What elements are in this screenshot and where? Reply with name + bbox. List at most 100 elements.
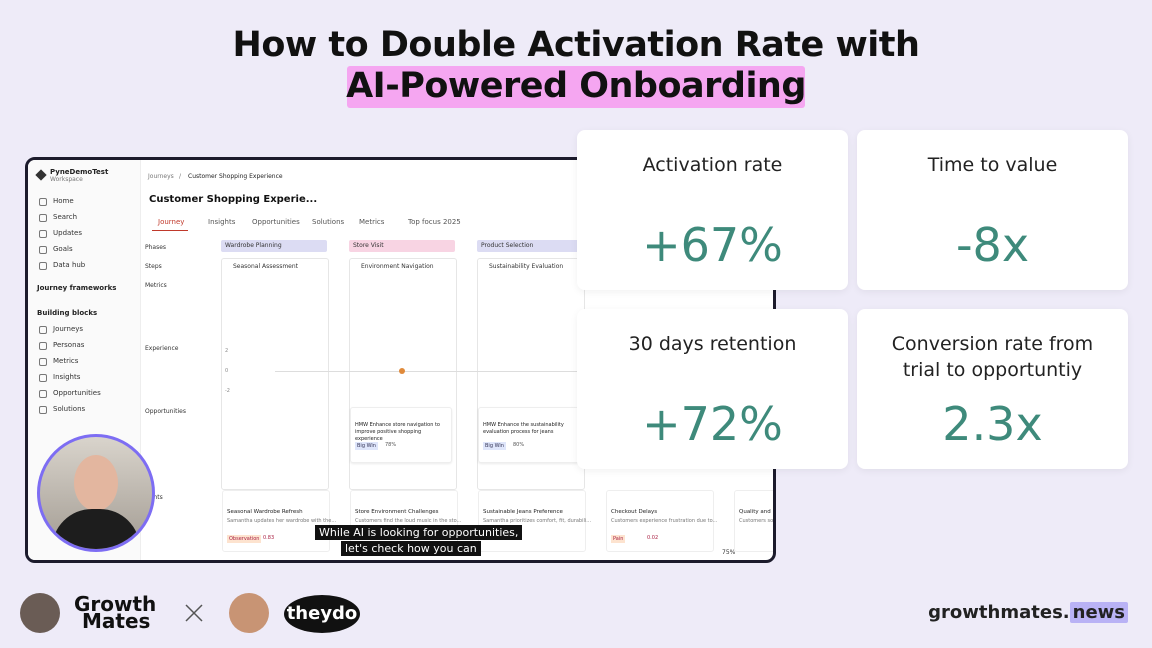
insight-text: Customers find the loud music in the sto…	[355, 518, 462, 524]
site-text: growthmates.	[928, 602, 1070, 623]
tab: Top focus 2025	[408, 218, 461, 226]
nav-item: Solutions	[53, 405, 86, 413]
nav-icon	[39, 390, 47, 398]
stat-card: Time to value -8x	[857, 130, 1128, 290]
tab: Opportunities	[252, 218, 300, 226]
stat-label: 30 days retention	[628, 333, 797, 355]
insight-card: Sustainable Jeans Preference Samantha pri…	[478, 490, 591, 552]
phase: Store Visit	[349, 240, 455, 252]
tab: Insights	[208, 218, 236, 226]
stat-value: 2.3x	[942, 397, 1043, 451]
opportunity-text: HMW Enhance store navigation to improve …	[355, 422, 440, 442]
nav-item: Journeys	[53, 325, 84, 333]
experience-line	[275, 371, 585, 372]
section-heading: Journey frameworks	[37, 284, 117, 292]
row-label: ights	[148, 494, 163, 501]
stat-label: Conversion rate from trial to opportunti…	[891, 333, 1094, 381]
times-icon	[185, 604, 203, 622]
face	[74, 455, 118, 511]
nav-item: Updates	[53, 229, 82, 237]
site-highlight: news	[1069, 602, 1128, 623]
axis-label: 0	[225, 368, 229, 374]
nav-item: Metrics	[53, 357, 79, 365]
tag: Big Win	[355, 442, 378, 450]
insight-card: Quality and D... Customers sou...	[734, 490, 773, 552]
stat-value: -8x	[955, 218, 1030, 272]
axis-label: 2	[225, 348, 229, 354]
stat-card: Activation rate +67%	[577, 130, 848, 290]
video-avatar	[37, 434, 155, 552]
partner-logo: theydo	[284, 595, 360, 633]
nav-item: Opportunities	[53, 389, 101, 397]
step-box	[349, 258, 457, 490]
page-title: Customer Shopping Experie...	[149, 194, 318, 205]
site: growthmates. news	[928, 602, 1128, 623]
axis-label: -2	[225, 388, 230, 394]
tab: Metrics	[359, 218, 385, 226]
step: Seasonal Assessment	[233, 263, 299, 270]
nav-item: Goals	[53, 245, 73, 253]
score: 0.02	[647, 535, 659, 541]
tab: Solutions	[312, 218, 345, 226]
stat-label: Activation rate	[642, 154, 783, 176]
breadcrumb: Journeys	[148, 173, 174, 180]
workspace-icon	[35, 169, 47, 181]
highlight	[347, 66, 805, 108]
insight-title: Store Environment Challenges	[355, 509, 439, 515]
brand-logo: Growth Mates	[74, 592, 157, 633]
row-label: Phases	[145, 244, 167, 251]
nav-icon	[39, 406, 47, 414]
insight-title: Checkout Delays	[611, 509, 658, 515]
row-label: Metrics	[145, 282, 167, 289]
section-heading: Building blocks	[37, 309, 98, 317]
tag: Big Win	[483, 442, 506, 450]
insight-card: Seasonal Wardrobe Refresh Samantha update…	[222, 490, 336, 552]
stat-value: +67%	[642, 218, 783, 272]
breadcrumb: Customer Shopping Experience	[188, 173, 283, 180]
zoom-level: 75%	[722, 549, 736, 556]
stat-value: +72%	[642, 397, 783, 451]
stat-card: Conversion rate from trial to opportunti…	[857, 309, 1128, 469]
nav-item: Personas	[53, 341, 85, 349]
row-label: Opportunities	[145, 408, 186, 415]
nav-item: Data hub	[53, 261, 86, 269]
headline: AI-Powered Onboarding	[346, 66, 806, 106]
caption: let's check how you can	[341, 541, 481, 556]
nav-icon	[39, 214, 47, 222]
tab-underline	[152, 230, 188, 231]
step-box	[221, 258, 329, 490]
row-label: Experience	[145, 345, 179, 352]
phase: Wardrobe Planning	[221, 240, 327, 252]
stat-label: Time to value	[927, 154, 1058, 176]
breadcrumb: /	[179, 173, 182, 180]
workspace-sub: Workspace	[50, 176, 83, 183]
caption: While AI is looking for opportunities,	[315, 525, 523, 540]
stat-card: 30 days retention +72%	[577, 309, 848, 469]
workspace-name: PyneDemoTest	[50, 168, 109, 176]
insight-title: Seasonal Wardrobe Refresh	[227, 509, 303, 515]
row-label: Steps	[145, 263, 162, 270]
opportunity-card: HMW Enhance the sustainability evaluatio…	[478, 407, 580, 463]
percent: 78%	[385, 442, 397, 448]
nav-icon	[39, 358, 47, 366]
opportunity-text: HMW Enhance the sustainability evaluatio…	[483, 422, 564, 435]
brand-top: Growth	[74, 592, 157, 616]
percent: 80%	[513, 442, 525, 448]
nav-item: Home	[53, 197, 74, 205]
opportunity-card: HMW Enhance store navigation to improve …	[350, 407, 452, 463]
insight-text: Samantha updates her wardrobe with the..…	[227, 518, 337, 524]
nav-item: Search	[53, 213, 78, 221]
nav-icon	[39, 326, 47, 334]
nav-icon	[39, 342, 47, 350]
insight-card: Checkout Delays Customers experience frus…	[606, 490, 717, 552]
nav-icon	[39, 246, 47, 254]
nav-icon	[39, 198, 47, 206]
shirt	[52, 509, 140, 549]
brand-bottom: Mates	[82, 609, 151, 633]
nav-icon	[39, 230, 47, 238]
step: Environment Navigation	[361, 263, 434, 270]
insight-title: Sustainable Jeans Preference	[483, 509, 563, 515]
host-avatar	[20, 593, 60, 633]
headline: How to Double Activation Rate with	[232, 25, 920, 65]
insight-text: Samantha prioritizes comfort, fit, durab…	[483, 518, 592, 524]
